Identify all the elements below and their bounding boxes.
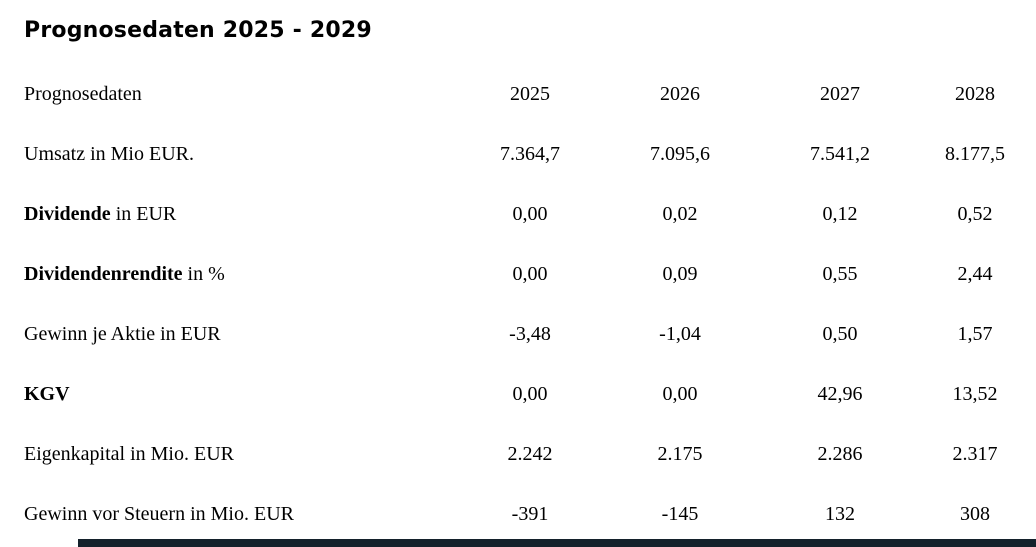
table-row: Dividendenrendite in % 0,00 0,09 0,55 2,… (24, 244, 1025, 304)
row-label-text: in % (182, 262, 225, 285)
cell-value: 308 (960, 502, 990, 525)
year-header: 2027 (820, 82, 860, 105)
row-label-text: Gewinn je Aktie in EUR (24, 322, 221, 345)
cell-value: 1,57 (957, 322, 993, 345)
forecast-table: Prognosedaten 2025 2026 2027 2028 Umsatz… (24, 64, 1025, 544)
cell-value: 0,00 (512, 202, 548, 225)
cell-value: -391 (511, 502, 549, 525)
cell-value: -3,48 (509, 322, 551, 345)
cell-value: 2.286 (817, 442, 863, 465)
cell-value: 7.095,6 (650, 142, 710, 165)
cell-value: 8.177,5 (945, 142, 1005, 165)
page-title: Prognosedaten 2025 - 2029 (24, 18, 372, 43)
row-label: Eigenkapital in Mio. EUR (24, 424, 455, 484)
table-header-row: Prognosedaten 2025 2026 2027 2028 (24, 64, 1025, 124)
table-row: Gewinn je Aktie in EUR -3,48 -1,04 0,50 … (24, 304, 1025, 364)
year-header: 2026 (660, 82, 700, 105)
row-label-text: in EUR (110, 202, 177, 225)
table-row: KGV 0,00 0,00 42,96 13,52 (24, 364, 1025, 424)
header-label: Prognosedaten (24, 82, 142, 105)
cell-value: 2.242 (507, 442, 553, 465)
cell-value: 0,00 (512, 382, 548, 405)
table-row: Umsatz in Mio EUR. 7.364,7 7.095,6 7.541… (24, 124, 1025, 184)
table-row: Gewinn vor Steuern in Mio. EUR -391 -145… (24, 484, 1025, 544)
year-header: 2025 (510, 82, 550, 105)
cell-value: 13,52 (952, 382, 998, 405)
table-row: Dividende in EUR 0,00 0,02 0,12 0,52 (24, 184, 1025, 244)
cell-value: 0,50 (822, 322, 858, 345)
row-label-bold: Dividendenrendite (24, 262, 183, 285)
cell-value: -1,04 (659, 322, 701, 345)
cell-value: 7.541,2 (810, 142, 870, 165)
cell-value: 0,09 (662, 262, 698, 285)
row-label-bold: Dividende (24, 202, 111, 225)
cell-value: 2.317 (952, 442, 998, 465)
cell-value: 7.364,7 (500, 142, 560, 165)
footer-bar (78, 539, 1036, 547)
row-label: Gewinn je Aktie in EUR (24, 304, 455, 364)
row-label-text: Eigenkapital in Mio. EUR (24, 442, 234, 465)
row-label-text: Gewinn vor Steuern in Mio. EUR (24, 502, 294, 525)
cell-value: 0,55 (822, 262, 858, 285)
cell-value: 42,96 (817, 382, 863, 405)
cell-value: 132 (825, 502, 855, 525)
cell-value: 2,44 (957, 262, 993, 285)
row-label: KGV (24, 364, 455, 424)
cell-value: -145 (661, 502, 699, 525)
table-row: Eigenkapital in Mio. EUR 2.242 2.175 2.2… (24, 424, 1025, 484)
row-label: Gewinn vor Steuern in Mio. EUR (24, 484, 455, 544)
cell-value: 0,52 (957, 202, 993, 225)
row-label: Umsatz in Mio EUR. (24, 124, 455, 184)
cell-value: 2.175 (657, 442, 703, 465)
cell-value: 0,02 (662, 202, 698, 225)
year-header: 2028 (955, 82, 995, 105)
row-label: Dividende in EUR (24, 184, 455, 244)
cell-value: 0,00 (662, 382, 698, 405)
row-label-text: Umsatz in Mio EUR. (24, 142, 194, 165)
cell-value: 0,00 (512, 262, 548, 285)
row-label-bold: KGV (24, 382, 70, 405)
cell-value: 0,12 (822, 202, 858, 225)
row-label: Dividendenrendite in % (24, 244, 455, 304)
